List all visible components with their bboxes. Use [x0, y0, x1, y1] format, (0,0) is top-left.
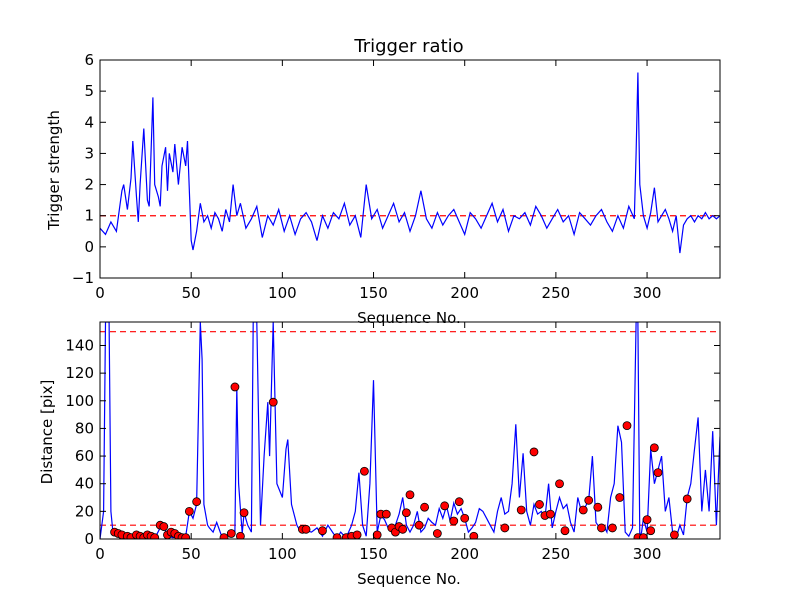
data-point [653, 468, 663, 478]
plot-frame [99, 321, 721, 540]
series-line [100, 72, 720, 254]
x-tick-label: 250 [542, 545, 571, 563]
data-point [500, 523, 510, 533]
x-tick-label: 100 [268, 284, 297, 302]
data-point [372, 530, 382, 539]
y-tick-label: −1 [72, 269, 94, 287]
data-point [301, 524, 311, 534]
data-point [460, 513, 470, 523]
x-tick-label: 100 [268, 545, 297, 563]
y-tick-label: 2 [84, 176, 94, 194]
data-point [432, 529, 442, 538]
data-point [560, 526, 570, 536]
data-point [469, 531, 479, 539]
data-point [401, 508, 411, 518]
data-point [670, 530, 679, 539]
x-tick-label: 0 [95, 545, 105, 563]
data-point [516, 505, 526, 515]
distance-chart: Distance [pix] Sequence No. 0 50 100 150 200… [38, 321, 721, 588]
data-point [414, 520, 424, 530]
data-point [352, 530, 362, 539]
x-tick-label: 150 [359, 545, 388, 563]
data-point [184, 506, 194, 516]
data-point [219, 533, 229, 539]
y-tick-label: 40 [75, 475, 94, 493]
data-point [332, 533, 342, 539]
data-point [398, 524, 408, 534]
x-tick-label: 0 [95, 284, 105, 302]
data-point [150, 533, 160, 539]
y-tick-label: 3 [84, 144, 94, 162]
data-point [649, 443, 659, 453]
x-tick-label: 200 [450, 545, 479, 563]
plot-content [100, 322, 720, 539]
data-point [593, 502, 603, 512]
data-point [236, 531, 245, 539]
y-axis-label: Distance [pix] [38, 380, 56, 485]
chart-title: Trigger ratio [353, 36, 463, 57]
data-point [608, 523, 617, 533]
data-point [226, 529, 236, 538]
data-point [420, 502, 429, 512]
trigger-ratio-chart: Trigger ratio Trigger strength Sequence … [45, 36, 721, 327]
data-point [239, 508, 249, 518]
data-point [268, 397, 278, 407]
y-tick-label: 5 [84, 82, 94, 100]
data-point [597, 523, 606, 533]
data-point [230, 382, 240, 392]
series-line [100, 322, 720, 539]
data-point [449, 516, 459, 526]
data-point [192, 497, 202, 507]
data-point [381, 509, 391, 519]
x-tick-label: 200 [450, 284, 479, 302]
data-point [181, 533, 191, 539]
data-point [682, 494, 692, 504]
y-tick-label: 120 [65, 364, 94, 382]
x-tick-label: 150 [359, 284, 388, 302]
x-axis-label: Sequence No. [357, 570, 461, 588]
y-tick-label: 0 [84, 238, 94, 256]
data-point [405, 490, 415, 500]
y-tick-label: 60 [75, 447, 94, 465]
data-point [546, 509, 555, 519]
y-tick-label: 100 [65, 392, 94, 410]
data-point [529, 447, 539, 457]
data-point [555, 479, 564, 489]
y-tick-label: 80 [75, 419, 94, 437]
data-point [578, 505, 588, 515]
y-axis-label: Trigger strength [45, 110, 63, 231]
data-point [535, 500, 544, 509]
data-point [159, 522, 169, 531]
x-tick-label: 50 [182, 284, 201, 302]
plot-frame [99, 59, 721, 279]
data-point [646, 526, 656, 536]
data-point [615, 493, 625, 502]
data-point [622, 421, 632, 431]
y-tick-label: 140 [65, 336, 94, 354]
y-tick-label: 6 [84, 51, 94, 69]
x-tick-label: 50 [182, 545, 201, 563]
x-tick-label: 250 [542, 284, 571, 302]
y-tick-label: 20 [75, 502, 94, 520]
y-tick-label: 0 [84, 530, 94, 548]
y-tick-label: 4 [84, 113, 94, 131]
data-point [318, 526, 327, 536]
y-tick-label: 1 [84, 207, 94, 225]
data-point [454, 497, 464, 507]
data-point [584, 495, 594, 505]
data-point [440, 501, 450, 511]
x-tick-label: 300 [633, 284, 662, 302]
plot-content [100, 72, 720, 254]
x-tick-label: 300 [633, 545, 662, 563]
data-point [642, 515, 652, 525]
plot-area: 0 50 100 150 200 250 300 0 20 40 60 80 100 120 140 [65, 321, 721, 563]
data-point [360, 466, 369, 476]
x-axis-label: Sequence No. [357, 309, 461, 327]
